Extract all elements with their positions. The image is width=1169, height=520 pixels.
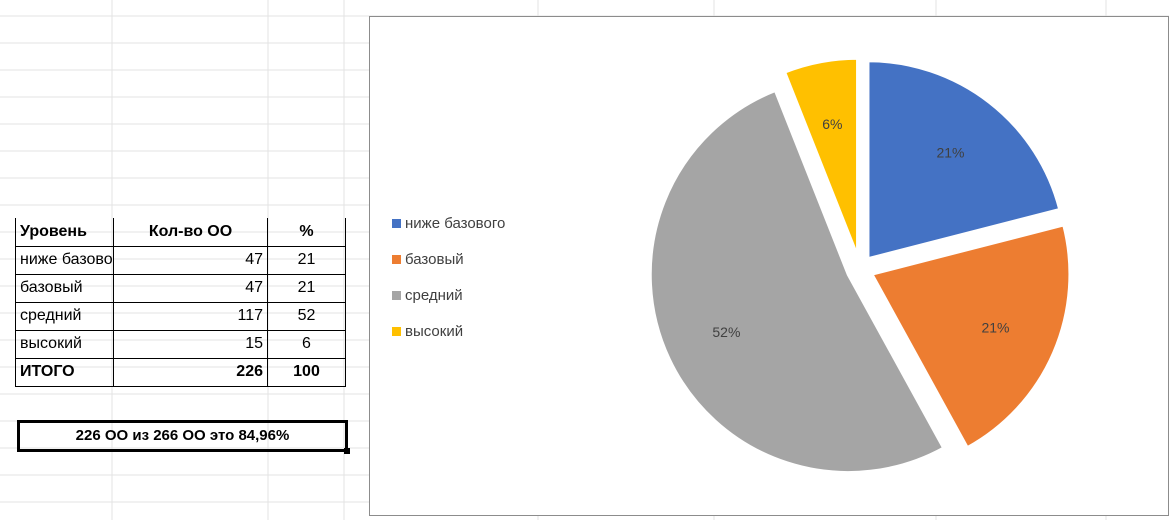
legend-label: высокий bbox=[405, 322, 464, 340]
slice-data-label: 6% bbox=[822, 116, 842, 132]
cell-count[interactable]: 117 bbox=[113, 301, 268, 331]
cell-count[interactable]: 15 bbox=[113, 329, 268, 359]
cell-percent[interactable]: 6 bbox=[267, 329, 346, 359]
pie-slice[interactable] bbox=[866, 59, 1062, 261]
cell-level[interactable]: ниже базового bbox=[15, 245, 114, 275]
legend-label: ниже базового bbox=[405, 214, 506, 232]
cell-level[interactable]: средний bbox=[15, 301, 114, 331]
legend-entry: ниже базового bbox=[392, 205, 505, 241]
table-header-row: Уровень Кол-во ОО % bbox=[15, 218, 346, 247]
table-total-row: ИТОГО 226 100 bbox=[15, 357, 346, 387]
slice-data-label: 21% bbox=[981, 320, 1009, 336]
cell-count[interactable]: 47 bbox=[113, 245, 268, 275]
legend-label: базовый bbox=[405, 250, 464, 268]
cell-level[interactable]: базовый bbox=[15, 273, 114, 303]
cell-level[interactable]: высокий bbox=[15, 329, 114, 359]
header-count[interactable]: Кол-во ОО bbox=[113, 218, 268, 247]
legend-swatch bbox=[392, 218, 401, 228]
legend-entry: высокий bbox=[392, 313, 505, 349]
cell-count[interactable]: 47 bbox=[113, 273, 268, 303]
table-row: базовый 47 21 bbox=[15, 273, 346, 303]
levels-table: Уровень Кол-во ОО % ниже базового 47 21 … bbox=[15, 218, 346, 387]
total-percent[interactable]: 100 bbox=[267, 357, 346, 387]
summary-cell-selected[interactable]: 226 ОО из 266 ОО это 84,96% bbox=[17, 420, 350, 454]
legend-entry: базовый bbox=[392, 241, 505, 277]
legend-label: средний bbox=[405, 286, 463, 304]
table-row: ниже базового 47 21 bbox=[15, 245, 346, 275]
table-row: средний 117 52 bbox=[15, 301, 346, 331]
pie-chart[interactable]: ниже базового базовый средний высокий 21… bbox=[369, 16, 1169, 516]
header-level[interactable]: Уровень bbox=[15, 218, 114, 247]
cell-percent[interactable]: 21 bbox=[267, 273, 346, 303]
header-percent[interactable]: % bbox=[267, 218, 346, 247]
pie-slice[interactable] bbox=[648, 88, 946, 474]
cell-percent[interactable]: 52 bbox=[267, 301, 346, 331]
slice-data-label: 52% bbox=[712, 324, 740, 340]
legend-swatch bbox=[392, 290, 401, 300]
pie-slice[interactable] bbox=[869, 223, 1072, 450]
fill-handle[interactable] bbox=[344, 448, 350, 454]
chart-legend: ниже базового базовый средний высокий bbox=[392, 205, 505, 349]
slice-data-label: 21% bbox=[936, 144, 964, 160]
total-count[interactable]: 226 bbox=[113, 357, 268, 387]
pie-slice[interactable] bbox=[782, 56, 860, 257]
legend-entry: средний bbox=[392, 277, 505, 313]
summary-text: 226 ОО из 266 ОО это 84,96% bbox=[75, 427, 290, 444]
table-row: высокий 15 6 bbox=[15, 329, 346, 359]
pie-plot: 21% 21% 52% 6% bbox=[648, 56, 1072, 474]
legend-swatch bbox=[392, 326, 401, 336]
total-level[interactable]: ИТОГО bbox=[15, 357, 114, 387]
legend-swatch bbox=[392, 254, 401, 264]
cell-percent[interactable]: 21 bbox=[267, 245, 346, 275]
